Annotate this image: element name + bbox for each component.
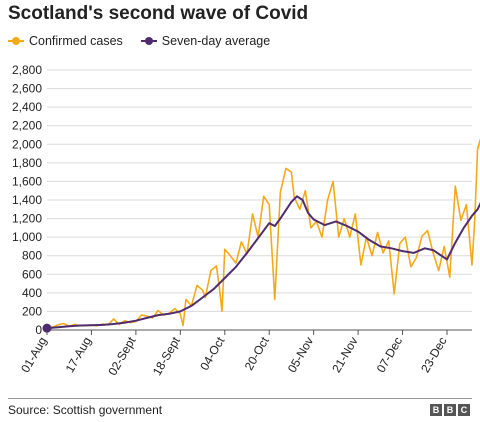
y-tick-label: 1,600 xyxy=(12,174,42,188)
legend-label-confirmed-cases: Confirmed cases xyxy=(29,34,123,48)
logo-letter-1: B xyxy=(430,404,442,416)
x-tick-label: 01-Aug xyxy=(18,335,49,376)
legend-label-seven-day-average: Seven-day average xyxy=(161,34,271,48)
bbc-logo: B B C xyxy=(428,404,470,416)
y-tick-label: 2,400 xyxy=(12,100,42,114)
confirmed-cases-line xyxy=(46,138,480,329)
x-tick-label: 02-Sept xyxy=(105,334,138,378)
x-tick-label: 20-Oct xyxy=(242,334,272,373)
y-tick-label: 600 xyxy=(22,267,42,281)
y-tick-label: 800 xyxy=(22,249,42,263)
x-tick-label: 07-Dec xyxy=(374,335,405,376)
source-note: Source: Scottish government xyxy=(8,403,163,417)
y-tick-label: 1,800 xyxy=(12,156,42,170)
chart-title: Scotland's second wave of Covid xyxy=(8,3,309,24)
y-tick-label: 1,200 xyxy=(12,212,42,226)
seven-day-average-line xyxy=(46,195,480,330)
y-tick-label: 400 xyxy=(22,286,42,300)
y-tick-label: 2,200 xyxy=(12,119,42,133)
legend-item-seven-day-average: Seven-day average xyxy=(140,34,271,48)
footer-divider xyxy=(8,398,472,399)
y-tick-label: 2,000 xyxy=(12,137,42,151)
confirmed-cases-marker-icon xyxy=(8,36,24,46)
x-tick-label: 23-Dec xyxy=(418,335,449,376)
legend-item-confirmed-cases: Confirmed cases xyxy=(8,34,123,48)
logo-letter-2: B xyxy=(444,404,456,416)
y-tick-label: 1,400 xyxy=(12,193,42,207)
x-tick-label: 05-Nov xyxy=(285,335,316,376)
logo-letter-3: C xyxy=(458,404,470,416)
chart-legend: Confirmed cases Seven-day average xyxy=(8,34,288,48)
seven-day-average-start-point xyxy=(42,323,52,333)
x-tick-label: 21-Nov xyxy=(329,335,360,376)
x-tick-label: 17-Aug xyxy=(63,335,94,376)
y-tick-label: 2,600 xyxy=(12,82,42,96)
y-tick-label: 2,800 xyxy=(12,63,42,77)
x-tick-label: 04-Oct xyxy=(197,334,227,373)
y-tick-label: 0 xyxy=(35,323,42,337)
y-tick-label: 1,000 xyxy=(12,230,42,244)
line-chart: 0 200 400 600 800 1,000 1,200 1,400 1,600 1,800 2,… xyxy=(12,63,480,378)
y-tick-label: 200 xyxy=(22,304,42,318)
x-tick-label: 18-Sept xyxy=(150,334,183,378)
seven-day-average-marker-icon xyxy=(140,36,157,46)
